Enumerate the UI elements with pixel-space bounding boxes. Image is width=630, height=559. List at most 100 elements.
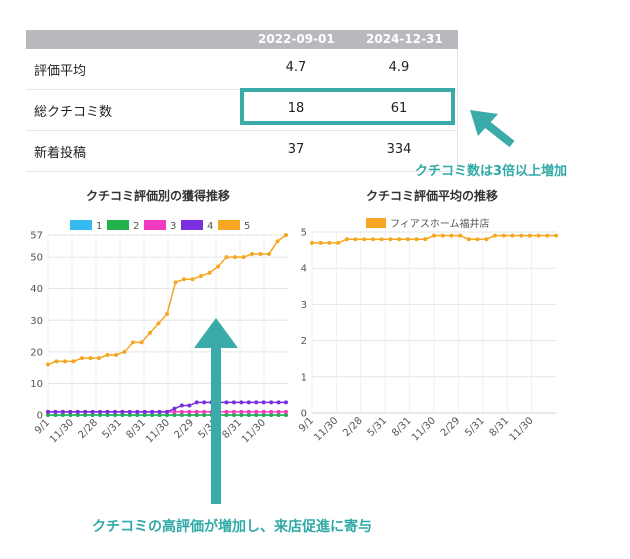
- y-tick-label: 2: [301, 336, 307, 347]
- data-point: [142, 413, 147, 417]
- data-point: [388, 237, 393, 242]
- table-header-date-2: 2024-12-31: [366, 32, 443, 46]
- data-point: [362, 237, 367, 242]
- data-point: [224, 400, 229, 405]
- legend-label: 4: [207, 221, 213, 232]
- data-point: [261, 400, 266, 405]
- data-point: [207, 270, 212, 275]
- data-point: [276, 400, 281, 405]
- data-point: [114, 353, 118, 357]
- data-point: [258, 251, 263, 256]
- x-tick-label: 2/28: [341, 415, 365, 439]
- x-tick-label: 11/30: [312, 415, 340, 443]
- data-point: [112, 409, 117, 414]
- legend-label: 1: [96, 221, 102, 232]
- data-point: [414, 237, 419, 242]
- data-point: [254, 409, 259, 414]
- highlight-box: [240, 88, 455, 125]
- row-value-2: 4.9: [388, 60, 410, 75]
- data-point: [90, 413, 95, 417]
- data-point: [90, 409, 95, 414]
- data-point: [88, 356, 93, 361]
- data-point: [250, 251, 254, 256]
- data-point: [80, 356, 84, 361]
- data-point: [199, 274, 203, 279]
- data-point: [202, 400, 207, 405]
- annotation-increase: クチコミ数は3倍以上増加: [415, 164, 568, 179]
- data-point: [276, 413, 281, 417]
- data-point: [46, 409, 50, 414]
- data-point: [371, 237, 375, 242]
- data-point: [310, 240, 314, 245]
- data-point: [231, 400, 236, 405]
- x-tick-label: 11/30: [48, 417, 76, 445]
- arrow-up-left-icon: [470, 110, 515, 148]
- y-tick-label: 0: [37, 411, 43, 422]
- y-tick-label: 57: [30, 231, 43, 242]
- data-point: [466, 237, 471, 242]
- data-point: [165, 413, 169, 417]
- data-point: [527, 233, 532, 238]
- data-point: [231, 413, 236, 417]
- x-tick-label: 5/31: [463, 415, 487, 439]
- data-point: [194, 413, 199, 417]
- data-point: [239, 413, 244, 417]
- data-point: [112, 413, 117, 417]
- row-label: 総クチコミ数: [34, 105, 113, 120]
- data-point: [187, 413, 192, 417]
- y-tick-label: 50: [30, 253, 43, 264]
- data-point: [224, 409, 229, 414]
- data-point: [275, 239, 280, 244]
- data-point: [536, 233, 541, 238]
- arrow-up-icon: [194, 318, 238, 504]
- x-tick-label: 11/30: [410, 415, 438, 443]
- row-value-1: 4.7: [285, 60, 307, 75]
- data-point: [501, 233, 506, 238]
- data-point: [142, 409, 147, 414]
- table-row: 新着投稿 37 334: [26, 131, 458, 172]
- legend-label: 5: [244, 221, 250, 232]
- annotation-high-rating: クチコミの高評価が増加し、来店促進に寄与: [92, 519, 372, 535]
- row-label: 評価平均: [34, 64, 87, 79]
- data-point: [545, 233, 550, 238]
- data-point: [231, 409, 236, 414]
- y-tick-label: 4: [301, 264, 307, 275]
- table-header: 2022-09-01 2024-12-31: [26, 30, 458, 49]
- data-point: [510, 233, 515, 238]
- data-point: [172, 409, 177, 414]
- data-point: [246, 400, 251, 405]
- data-point: [53, 409, 58, 414]
- x-tick-label: 2/28: [76, 417, 100, 441]
- data-point: [172, 413, 177, 417]
- data-point: [46, 413, 50, 417]
- data-point: [182, 277, 186, 282]
- data-point: [284, 233, 288, 237]
- x-tick-label: 11/30: [240, 417, 268, 445]
- data-point: [284, 400, 288, 405]
- data-point: [127, 409, 132, 414]
- data-point: [148, 330, 152, 335]
- chart-title: クチコミ評価別の獲得推移: [86, 188, 230, 203]
- data-point: [98, 409, 103, 414]
- y-tick-label: 30: [30, 316, 43, 327]
- chart-title: クチコミ評価平均の推移: [366, 188, 498, 203]
- data-point: [397, 237, 402, 242]
- data-point: [224, 255, 229, 260]
- data-point: [269, 413, 274, 417]
- data-point: [105, 413, 110, 417]
- data-point: [60, 409, 65, 414]
- x-tick-label: 2/29: [439, 415, 463, 439]
- data-point: [187, 403, 192, 408]
- data-point: [224, 413, 229, 417]
- data-point: [318, 240, 323, 245]
- data-point: [53, 413, 58, 417]
- data-point: [127, 413, 132, 417]
- data-point: [239, 400, 244, 405]
- data-point: [246, 409, 251, 414]
- data-point: [97, 356, 101, 361]
- legend-swatch: [366, 218, 386, 228]
- data-point: [493, 233, 497, 238]
- legend-swatch: [144, 220, 166, 230]
- data-point: [83, 409, 88, 414]
